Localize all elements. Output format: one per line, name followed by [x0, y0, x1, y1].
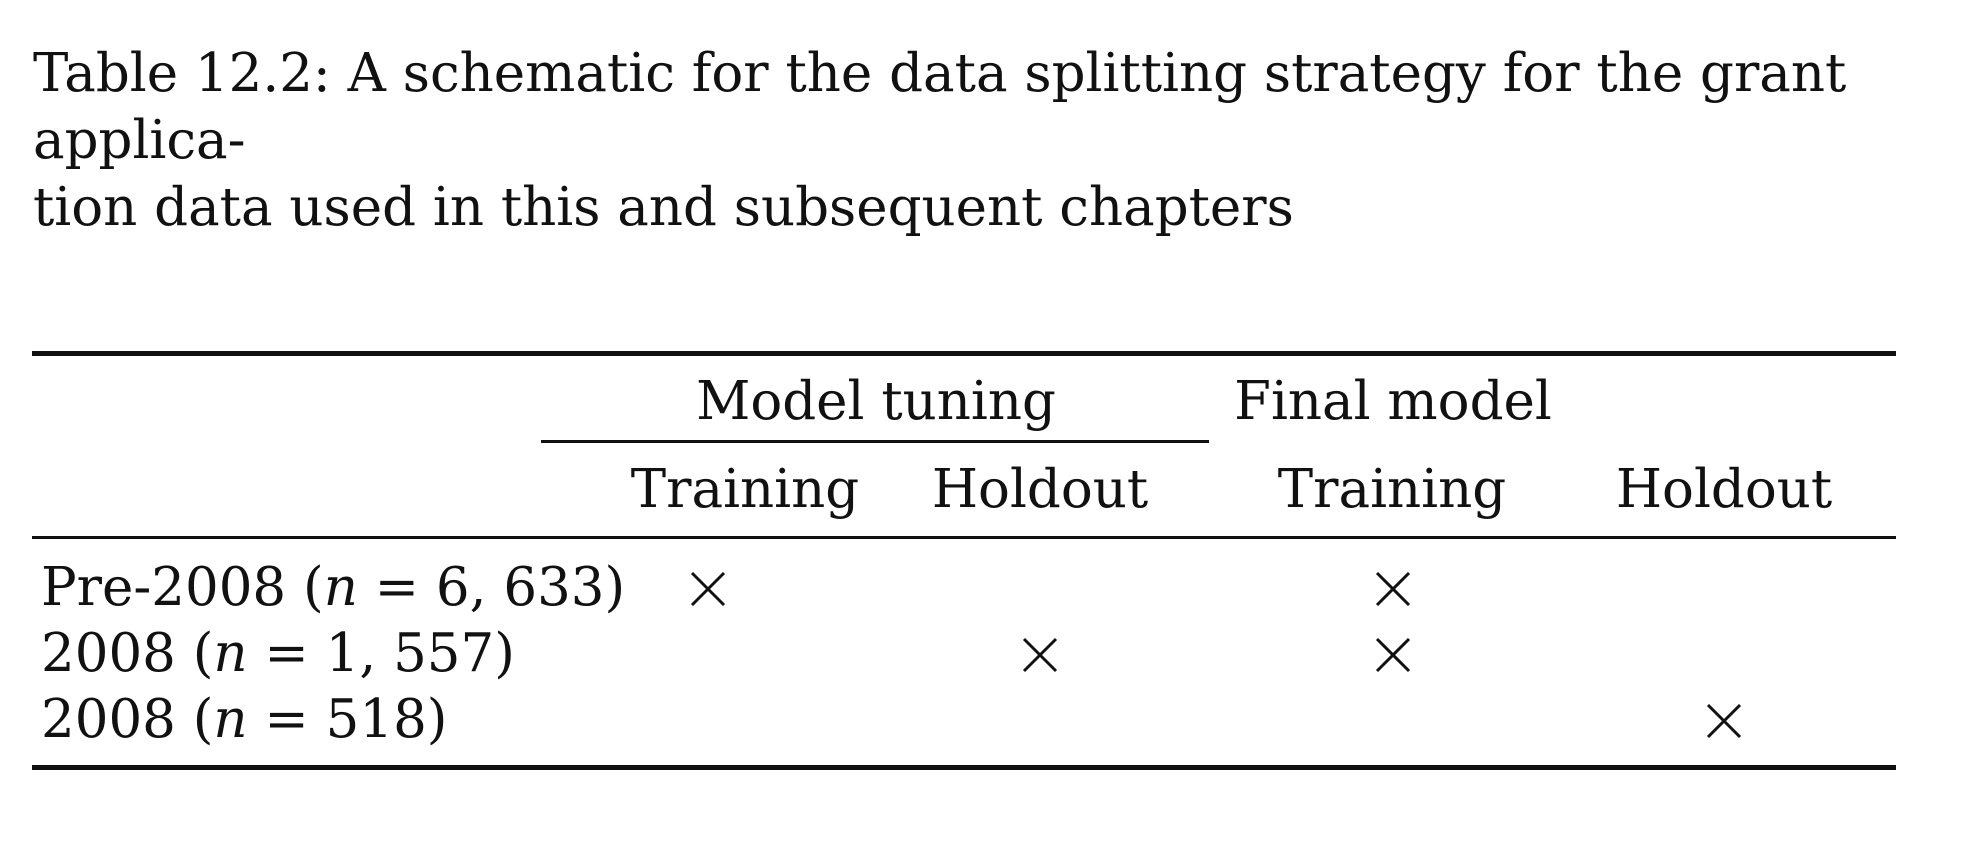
row-label-n: n — [213, 689, 248, 750]
top-rule — [32, 351, 1896, 356]
row-label-suffix: = 6, 633) — [357, 557, 626, 618]
group-header-final-model: Final model — [1234, 371, 1552, 432]
column-header-tuning-holdout: Holdout — [931, 459, 1149, 520]
row-label-prefix: 2008 ( — [41, 623, 214, 684]
row-label: 2008 (n = 518) — [41, 690, 448, 750]
header-rule — [32, 536, 1896, 539]
mark-cross-icon — [1373, 635, 1413, 675]
row-label-suffix: = 1, 557) — [247, 623, 515, 684]
group-header-model-tuning: Model tuning — [696, 371, 1056, 432]
model-tuning-span-rule — [541, 440, 1209, 443]
row-label: 2008 (n = 1, 557) — [41, 624, 515, 684]
row-label-suffix: = 518) — [247, 689, 448, 750]
caption-line-2: tion data used in this and subsequent ch… — [33, 177, 1294, 238]
mark-cross-icon — [1373, 569, 1413, 609]
column-header-final-training: Training — [1277, 459, 1507, 520]
row-label-prefix: Pre-2008 ( — [41, 557, 324, 618]
column-header-final-holdout: Holdout — [1615, 459, 1833, 520]
row-label-n: n — [323, 557, 358, 618]
bottom-rule — [32, 765, 1896, 770]
row-label-n: n — [213, 623, 248, 684]
mark-cross-icon — [1704, 701, 1744, 741]
mark-cross-icon — [1020, 635, 1060, 675]
row-label: Pre-2008 (n = 6, 633) — [41, 558, 625, 618]
column-header-tuning-training: Training — [630, 459, 860, 520]
mark-cross-icon — [688, 569, 728, 609]
table-caption: Table 12.2: A schematic for the data spl… — [33, 40, 1913, 241]
caption-line-1: Table 12.2: A schematic for the data spl… — [33, 43, 1847, 171]
row-label-prefix: 2008 ( — [41, 689, 214, 750]
